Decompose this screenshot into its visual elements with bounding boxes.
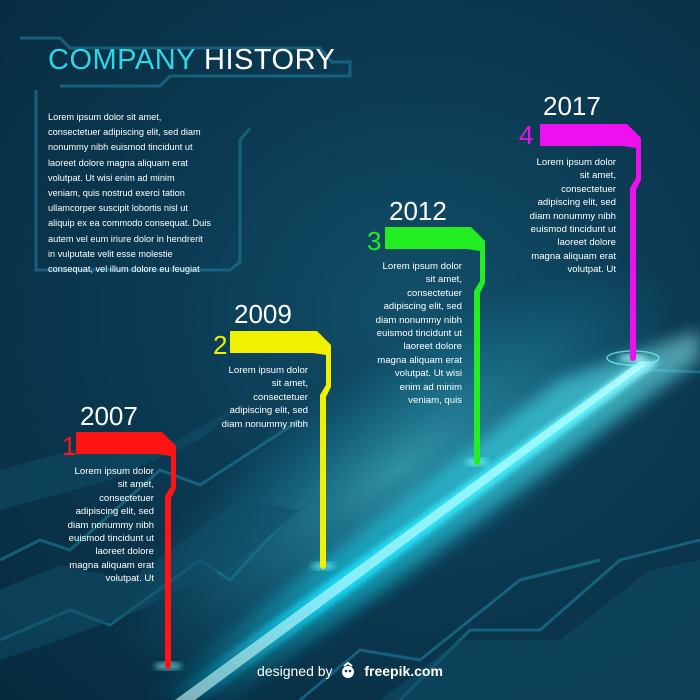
title-part1: COMPANY [48, 44, 196, 76]
milestone-3-number: 3 [367, 226, 382, 256]
freepik-mascot-icon [339, 661, 357, 683]
description-line: diam nonummy nibh [221, 418, 308, 430]
description-line: adipiscing elit, sed [75, 506, 154, 518]
description-line: laoreet dolore [557, 237, 616, 249]
description-line: diam nonummy nibh [529, 210, 616, 222]
credit-footer: designed by freepik.com [0, 661, 700, 683]
description-line: sit amet, [117, 479, 154, 491]
milestone-1-year: 2007 [80, 401, 138, 431]
milestone-1-description: Lorem ipsum dolor sit amet, consectetuer… [40, 465, 154, 586]
title-part2: HISTORY [204, 44, 336, 76]
intro-line: consectetuer adipiscing elit, sed diam [48, 127, 201, 138]
description-line: Lorem ipsum dolor [536, 157, 616, 168]
milestone-3-description: Lorem ipsum dolor sit amet, consectetuer… [348, 260, 462, 407]
description-line: magna aliquam erat [377, 354, 462, 366]
description-line: diam nonummy nibh [67, 519, 154, 531]
description-line: consectetuer [407, 287, 462, 299]
milestone-4-description: Lorem ipsum dolor sit amet, consectetuer… [502, 156, 616, 277]
description-line: euismod tincidunt ut [376, 328, 462, 340]
description-line: volutpat. Ut wisi [394, 368, 462, 380]
intro-line: consequat, vel illum dolore eu feugiat [48, 264, 200, 275]
intro-line: nonummy nibh euismod tincidunt ut [48, 142, 193, 153]
credit-brand: freepik.com [364, 663, 443, 679]
description-line: volutpat. Ut [105, 573, 154, 585]
intro-line: Lorem ipsum dolor sit amet, [48, 112, 162, 122]
description-line: adipiscing elit, sed [537, 197, 616, 209]
description-line: Lorem ipsum dolor [74, 466, 154, 477]
page-title: COMPANY HISTORY [48, 44, 335, 77]
description-line: volutpat. Ut [567, 264, 616, 276]
intro-line: aliquip ex ea commodo consequat. Duis [48, 218, 211, 229]
intro-line: laoreet dolore magna aliquam erat [48, 157, 188, 168]
milestone-4-number: 4 [519, 120, 534, 150]
description-line: veniam, quis [408, 395, 462, 407]
description-line: sit amet, [425, 274, 462, 286]
description-line: Lorem ipsum dolor [228, 365, 308, 376]
milestone-pole-base-1 [165, 663, 171, 669]
intro-line: volutpat. Ut wisi enim ad minim [48, 172, 175, 183]
description-line: consectetuer [253, 391, 308, 403]
description-line: euismod tincidunt ut [68, 533, 154, 545]
intro-line: ullamcorper suscipit lobortis nisl ut [48, 203, 188, 214]
description-line: sit amet, [579, 170, 616, 182]
description-line: magna aliquam erat [531, 250, 616, 262]
milestone-1-number: 1 [62, 431, 77, 461]
description-line: sit amet, [271, 378, 308, 390]
intro-line: in vulputate velit esse molestie [48, 248, 173, 259]
description-line: adipiscing elit, sed [229, 405, 308, 417]
description-line: enim ad minim [399, 381, 462, 393]
milestone-flag-1 [76, 432, 176, 666]
intro-paragraph: Lorem ipsum dolor sit amet, consectetuer… [48, 110, 238, 277]
milestone-3-year: 2012 [389, 196, 447, 226]
description-line: adipiscing elit, sed [383, 301, 462, 313]
intro-line: autem vel eum iriure dolor in hendrerit [48, 233, 203, 244]
milestone-2-description: Lorem ipsum dolor sit amet, consectetuer… [192, 364, 308, 431]
description-line: consectetuer [99, 492, 154, 504]
description-line: consectetuer [561, 183, 616, 195]
description-line: laoreet dolore [95, 546, 154, 558]
milestone-pole-base-3 [474, 459, 480, 465]
description-line: laoreet dolore [403, 341, 462, 353]
intro-line: veniam, quis nostrud exerci tation [48, 188, 185, 199]
milestone-flag-2 [230, 331, 331, 566]
milestone-2-year: 2009 [234, 299, 292, 329]
description-line: diam nonummy nibh [375, 314, 462, 326]
milestone-pole-base-2 [320, 563, 326, 569]
description-line: euismod tincidunt ut [530, 224, 616, 236]
milestone-flag-4 [540, 124, 641, 358]
milestone-flag-3 [385, 227, 485, 462]
credit-prefix: designed by [257, 663, 333, 679]
milestone-pole-base-4 [630, 355, 636, 361]
description-line: magna aliquam erat [69, 559, 154, 571]
milestone-4-year: 2017 [543, 91, 601, 121]
milestone-2-number: 2 [213, 330, 228, 360]
description-line: Lorem ipsum dolor [382, 261, 462, 272]
